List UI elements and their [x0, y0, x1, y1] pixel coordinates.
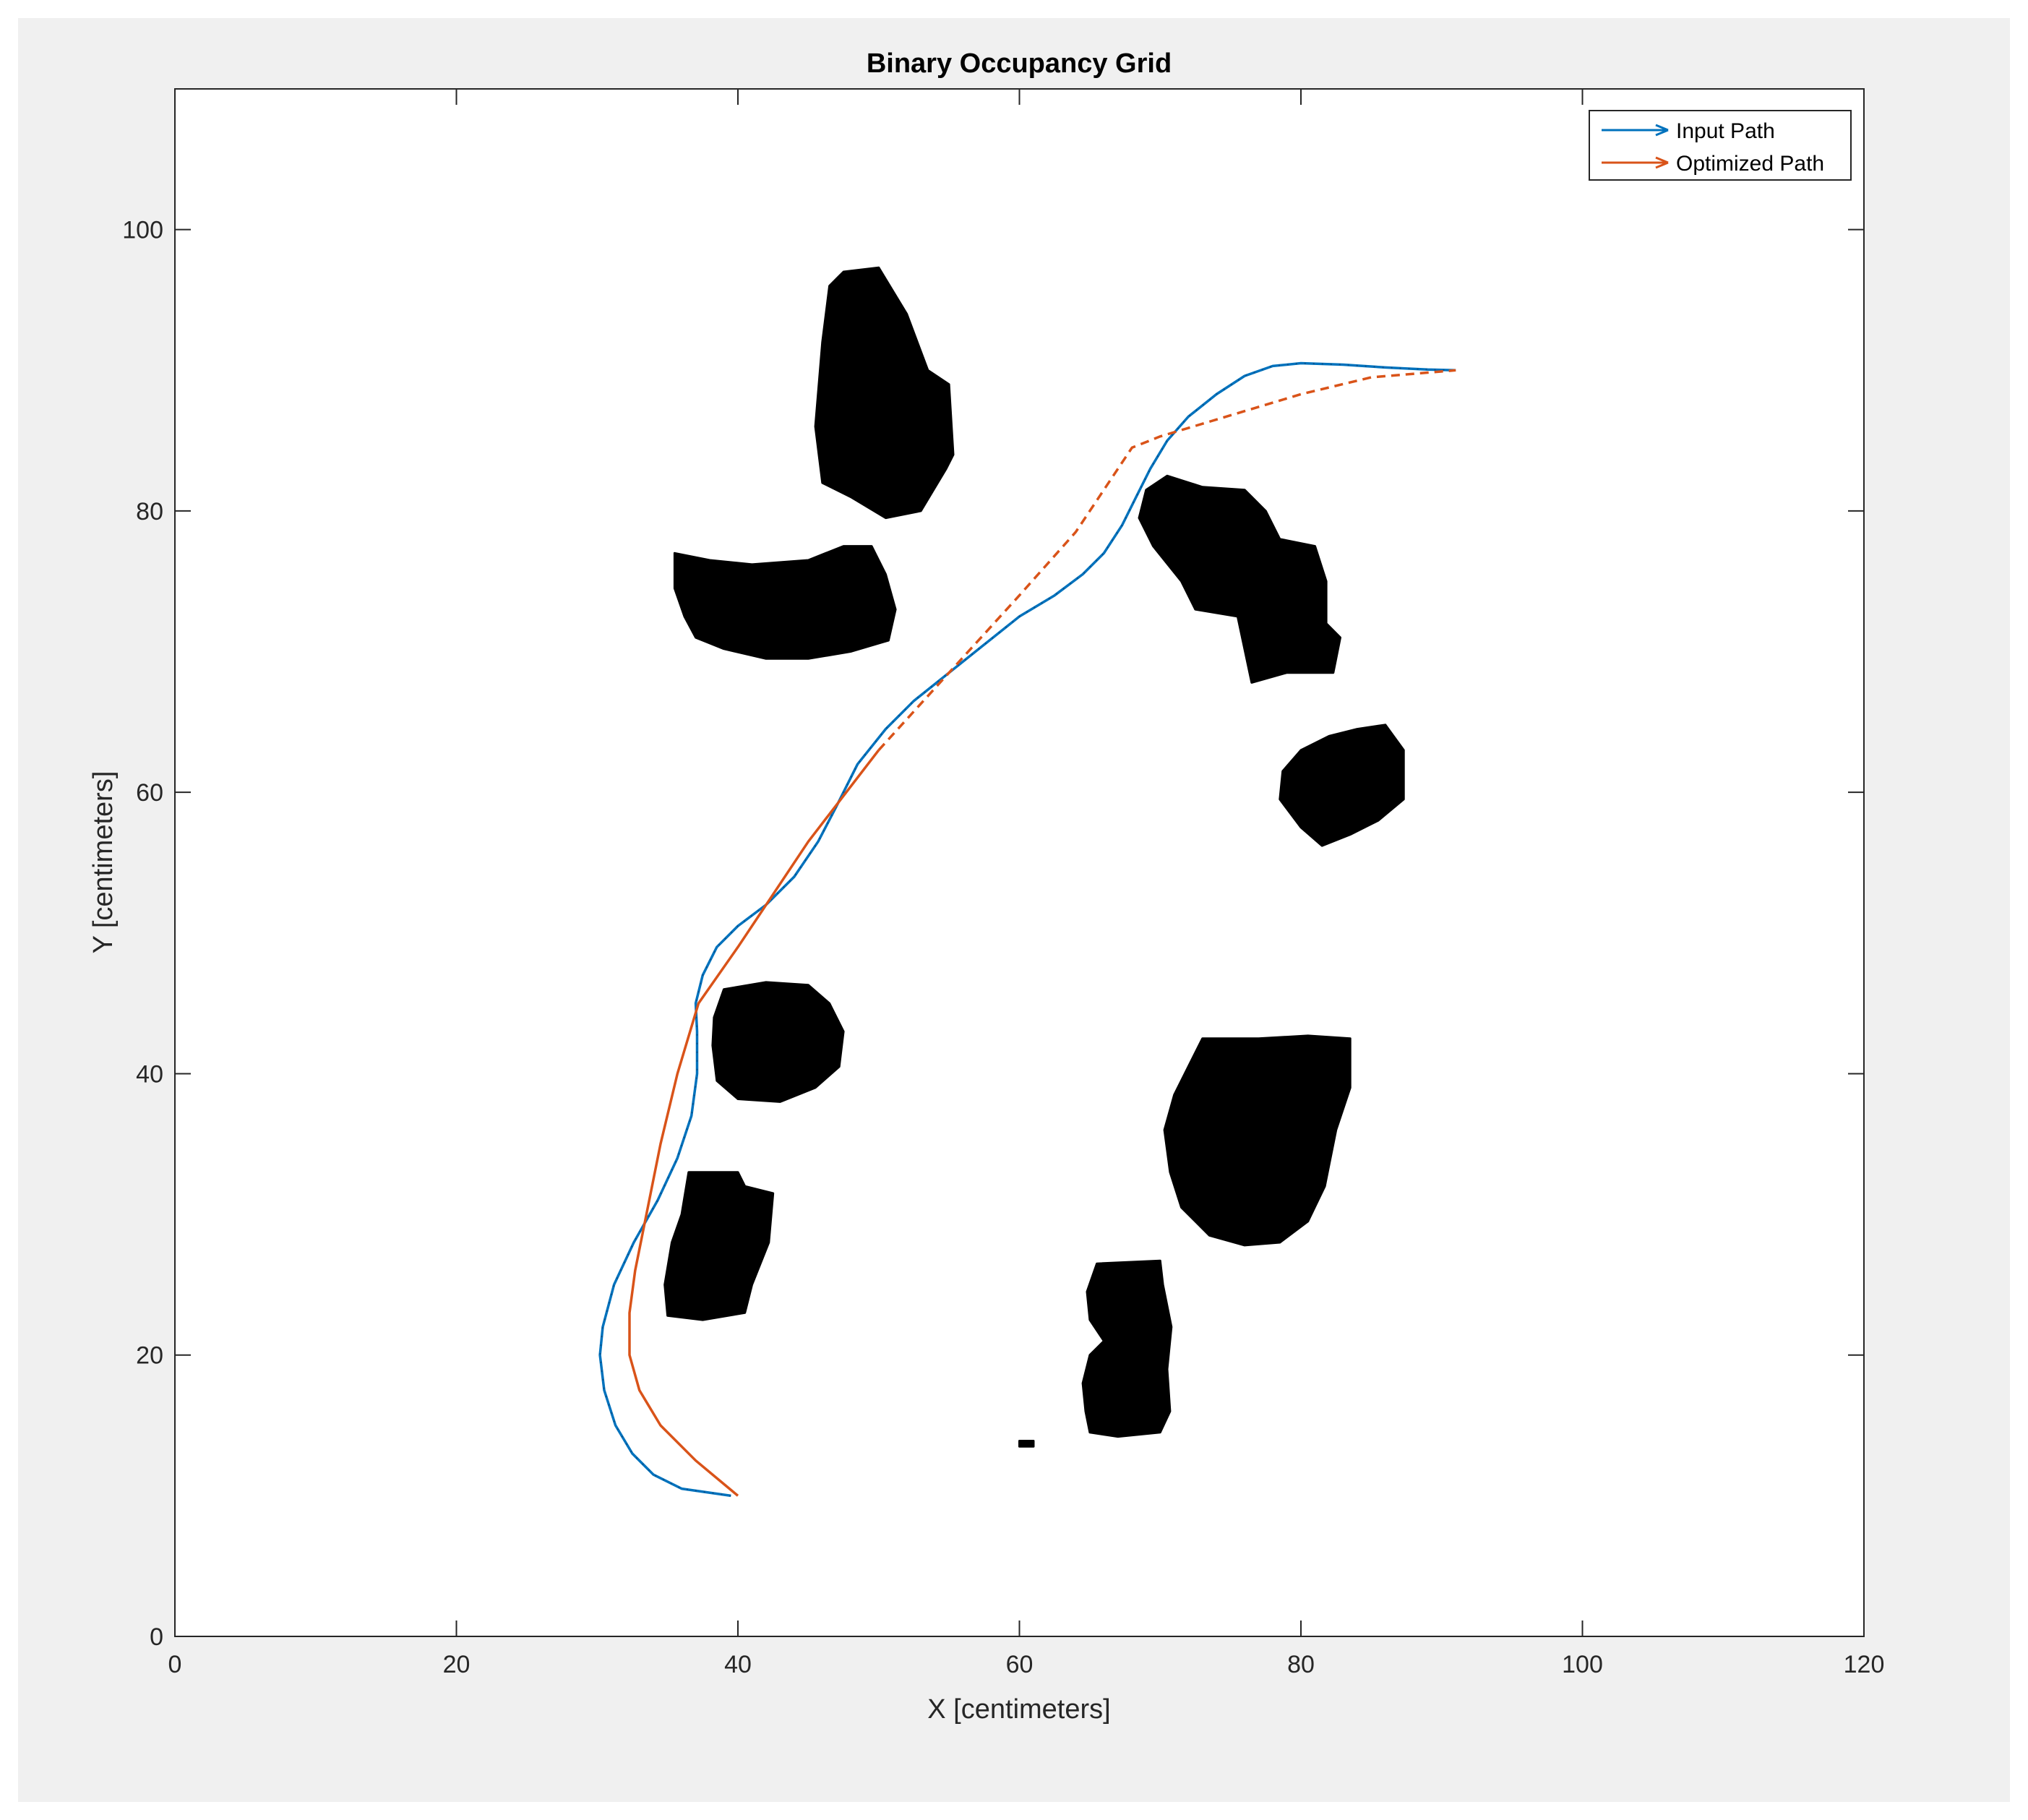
- x-tick-label: 100: [1562, 1651, 1603, 1678]
- legend-arrow-optimized-path: [1655, 156, 1669, 169]
- legend-label-input-path: Input Path: [1676, 119, 1775, 143]
- y-tick-label: 20: [136, 1342, 163, 1370]
- chart-title: Binary Occupancy Grid: [867, 48, 1172, 79]
- y-tick-label: 40: [136, 1060, 163, 1088]
- obstacle-lower-right: [1163, 1034, 1352, 1247]
- ticks-layer: 0 20 40 60 80 100 120 0 20 40 60 80 100: [122, 89, 1884, 1678]
- figure-frame: 0 20 40 60 80 100 120 0 20 40 60 80 100 Binary Occup…: [18, 18, 2010, 1802]
- chart-canvas: 0 20 40 60 80 100 120 0 20 40 60 80 100 Binary Occup…: [88, 48, 1884, 1725]
- y-tick-label: 80: [136, 498, 163, 525]
- y-tick-label: 0: [150, 1623, 163, 1651]
- obstacle-right-mid: [1279, 724, 1405, 847]
- obstacle-right-upper: [1138, 474, 1341, 684]
- y-tick-label: 100: [122, 217, 163, 244]
- x-tick-label: 80: [1287, 1651, 1315, 1678]
- series-layer: [598, 361, 1456, 1498]
- obstacles-layer: [663, 266, 1405, 1448]
- x-axis-title: X [centimeters]: [927, 1694, 1110, 1725]
- legend-arrow-input-path: [1655, 124, 1669, 137]
- x-tick-label: 40: [724, 1651, 752, 1678]
- obstacle-top-center: [814, 266, 955, 520]
- legend-label-optimized-path: Optimized Path: [1676, 152, 1824, 176]
- obstacle-bottom-center: [1081, 1259, 1173, 1438]
- x-tick-label: 20: [443, 1651, 471, 1678]
- obstacle-speck: [1018, 1440, 1035, 1448]
- y-tick-label: 60: [136, 779, 163, 807]
- x-tick-label: 120: [1844, 1651, 1885, 1678]
- plot-area: [175, 89, 1864, 1636]
- x-tick-label: 0: [168, 1651, 182, 1678]
- optimized-path-dashed-line: [877, 369, 1456, 751]
- legend: Input Path Optimized Path: [1589, 110, 1852, 181]
- obstacle-upper-left: [673, 545, 897, 660]
- x-tick-label: 60: [1006, 1651, 1034, 1678]
- obstacle-left-mid: [711, 981, 845, 1103]
- obstacle-lower-left: [663, 1171, 775, 1321]
- legend-box: [1589, 110, 1852, 181]
- optimized-path-line: [628, 749, 880, 1497]
- y-axis-title: Y [centimeters]: [88, 771, 119, 954]
